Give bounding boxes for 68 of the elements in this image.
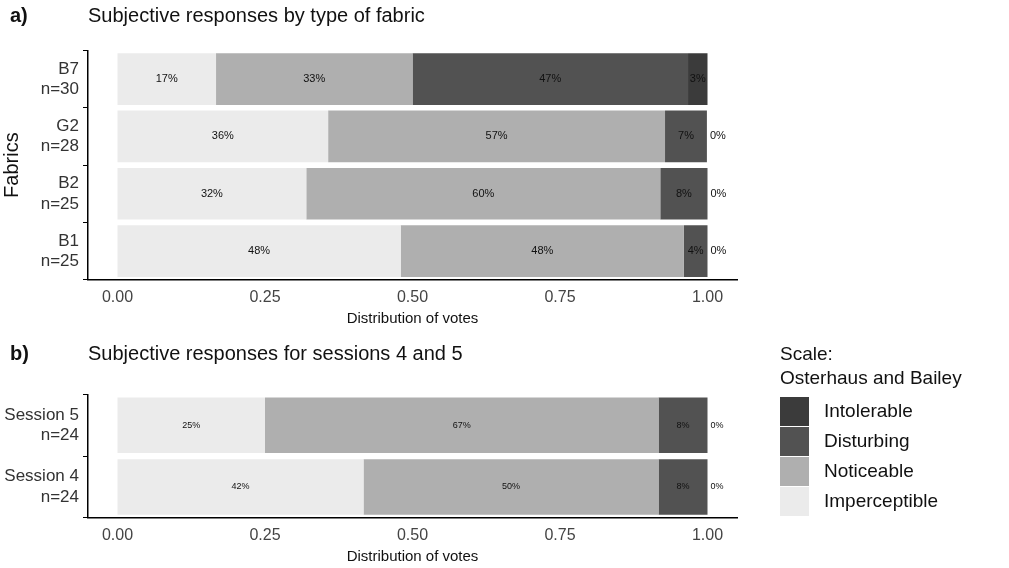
text: b) <box>9 342 30 365</box>
data-label: 48% <box>531 244 554 257</box>
data-label: 0% <box>710 244 727 257</box>
data-label: 17% <box>155 72 178 85</box>
x-tick-label: 0.50 <box>396 287 429 305</box>
data-label: 47% <box>539 72 562 85</box>
data-label: 33% <box>303 72 326 85</box>
bar <box>117 459 364 515</box>
data-label: 42% <box>231 481 250 492</box>
x-tick-label: 0.75 <box>544 287 576 305</box>
data-label: 8% <box>675 186 693 199</box>
bar <box>665 110 707 163</box>
x-tick-label: 0.50 <box>396 525 429 543</box>
legend-label: Noticeable <box>824 460 914 482</box>
data-label: 67% <box>452 419 471 430</box>
y-tick-label: B7 n=30 <box>40 58 79 98</box>
data-label: 50% <box>502 481 521 492</box>
y-axis-title: Fabrics <box>0 132 22 198</box>
data-label: 4% <box>687 244 704 257</box>
x-tick-label: 0.25 <box>249 525 281 543</box>
bar <box>216 53 413 105</box>
data-label: 7% <box>678 129 695 142</box>
bar <box>265 397 659 454</box>
chart-title: Subjective responses for sessions 4 and 5 <box>88 342 463 364</box>
chart-title: Subjective responses by type of fabric <box>88 4 425 26</box>
data-label: 0% <box>710 186 727 199</box>
bar <box>117 110 329 163</box>
data-label: 25% <box>182 419 201 430</box>
bar <box>683 225 708 277</box>
bar <box>117 53 217 105</box>
x-tick-label: 1.00 <box>691 525 724 543</box>
bar <box>658 459 708 515</box>
y-tick-label: Session 5 n=24 <box>4 404 79 445</box>
x-tick-label: 0.75 <box>544 525 576 543</box>
data-label: 36% <box>211 129 235 142</box>
bar <box>117 167 307 220</box>
text: a) <box>9 4 29 27</box>
x-tick-label: 0.25 <box>249 287 281 305</box>
data-label: 0% <box>710 419 724 430</box>
bar <box>688 53 708 105</box>
data-label: 0% <box>709 129 727 142</box>
bar <box>660 167 708 220</box>
data-label: 48% <box>248 244 271 257</box>
bar <box>306 167 661 220</box>
bar <box>412 53 689 105</box>
legend-label: Imperceptible <box>824 490 939 512</box>
legend-title: Scale: Osterhaus and Bailey <box>780 342 962 390</box>
bar <box>117 225 401 277</box>
data-label: 60% <box>472 186 495 199</box>
x-tick-label: 0.00 <box>101 287 134 305</box>
y-tick-label: B2 n=25 <box>40 173 79 213</box>
data-label: 57% <box>485 129 508 142</box>
x-tick-label: 1.00 <box>691 287 724 305</box>
legend-label: Disturbing <box>824 430 910 452</box>
data-label: 32% <box>200 186 224 199</box>
x-axis-title: Distribution of votes <box>346 547 479 565</box>
x-tick-label: 0.00 <box>101 525 134 543</box>
y-tick-label: B1 n=25 <box>40 230 79 271</box>
bar <box>328 110 666 163</box>
y-tick-label: G2 n=28 <box>40 115 79 156</box>
y-tick-label: Session 4 n=24 <box>4 466 79 506</box>
data-label: 0% <box>710 481 724 492</box>
bar <box>400 225 684 277</box>
bar <box>363 459 659 515</box>
x-axis-title: Distribution of votes <box>346 309 479 327</box>
legend-label: Intolerable <box>824 400 913 422</box>
bar <box>658 397 708 454</box>
bar <box>117 397 265 454</box>
